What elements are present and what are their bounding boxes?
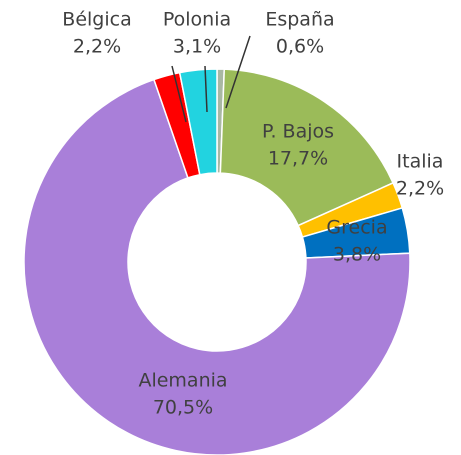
slice-name: P. Bajos [262,121,334,143]
slice-name: Alemania [138,370,227,392]
slice-value: 2,2% [396,178,444,200]
slice [178,68,218,176]
slice [23,78,411,455]
slice [219,68,395,227]
slice-name: España [265,9,334,31]
slice-name: Bélgica [62,9,131,31]
slice-name: Polonia [163,9,231,31]
slice-value: 70,5% [153,397,213,419]
slice-name: Grecia [326,217,387,239]
leader-line [171,65,187,123]
slice-value: 3,8% [333,244,381,266]
leader-line [225,35,251,109]
slice-value: 3,1% [173,36,221,58]
slice-value: 2,2% [73,36,121,58]
slice-value: 0,6% [276,36,324,58]
slice-name: Italia [397,151,444,173]
slice-value: 17,7% [268,148,328,170]
leader-line [204,65,208,113]
